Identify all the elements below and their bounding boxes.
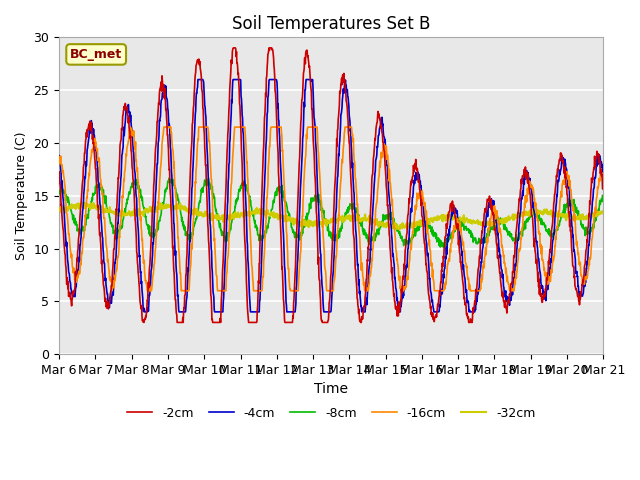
-16cm — [238, 124, 246, 130]
Line: -2cm: -2cm — [59, 48, 604, 323]
-4cm — [536, 265, 543, 271]
-32cm — [417, 220, 424, 226]
-8cm — [177, 209, 184, 215]
-4cm — [194, 77, 202, 83]
-32cm — [55, 205, 63, 211]
-8cm — [536, 214, 543, 220]
Title: Soil Temperatures Set B: Soil Temperatures Set B — [232, 15, 431, 33]
-2cm — [55, 169, 63, 175]
-2cm — [238, 155, 246, 160]
-8cm — [488, 227, 495, 232]
-4cm — [163, 98, 171, 104]
X-axis label: Time: Time — [314, 383, 348, 396]
Line: -32cm: -32cm — [59, 203, 604, 229]
Line: -16cm: -16cm — [59, 127, 604, 291]
-4cm — [600, 172, 607, 178]
-16cm — [600, 171, 607, 177]
-4cm — [55, 153, 63, 158]
-16cm — [536, 232, 543, 238]
Y-axis label: Soil Temperature (C): Soil Temperature (C) — [15, 132, 28, 260]
-8cm — [163, 186, 171, 192]
-32cm — [237, 210, 245, 216]
-32cm — [536, 210, 543, 216]
-8cm — [440, 244, 447, 250]
Line: -8cm: -8cm — [59, 178, 604, 247]
-4cm — [238, 103, 246, 108]
-32cm — [177, 206, 184, 212]
-2cm — [488, 207, 495, 213]
-2cm — [177, 320, 184, 325]
-2cm — [230, 45, 237, 51]
Text: BC_met: BC_met — [70, 48, 122, 61]
-8cm — [55, 190, 63, 196]
-4cm — [141, 309, 148, 315]
-16cm — [127, 124, 134, 130]
-4cm — [488, 196, 495, 202]
-32cm — [600, 211, 607, 216]
-4cm — [177, 309, 184, 315]
-4cm — [417, 179, 424, 184]
-8cm — [600, 196, 607, 202]
-16cm — [55, 156, 63, 161]
-32cm — [163, 204, 171, 210]
-16cm — [417, 188, 424, 193]
-16cm — [108, 288, 116, 294]
-8cm — [416, 222, 424, 228]
Legend: -2cm, -4cm, -8cm, -16cm, -32cm: -2cm, -4cm, -8cm, -16cm, -32cm — [122, 402, 540, 424]
-16cm — [164, 124, 172, 130]
-2cm — [600, 186, 607, 192]
-16cm — [488, 212, 495, 218]
-2cm — [417, 192, 424, 197]
-2cm — [163, 132, 171, 138]
-8cm — [237, 182, 245, 188]
-32cm — [488, 223, 495, 228]
-2cm — [536, 291, 543, 297]
-2cm — [140, 320, 148, 325]
-32cm — [396, 227, 403, 232]
-32cm — [81, 200, 89, 206]
Line: -4cm: -4cm — [59, 80, 604, 312]
-8cm — [165, 175, 173, 181]
-16cm — [177, 280, 185, 286]
